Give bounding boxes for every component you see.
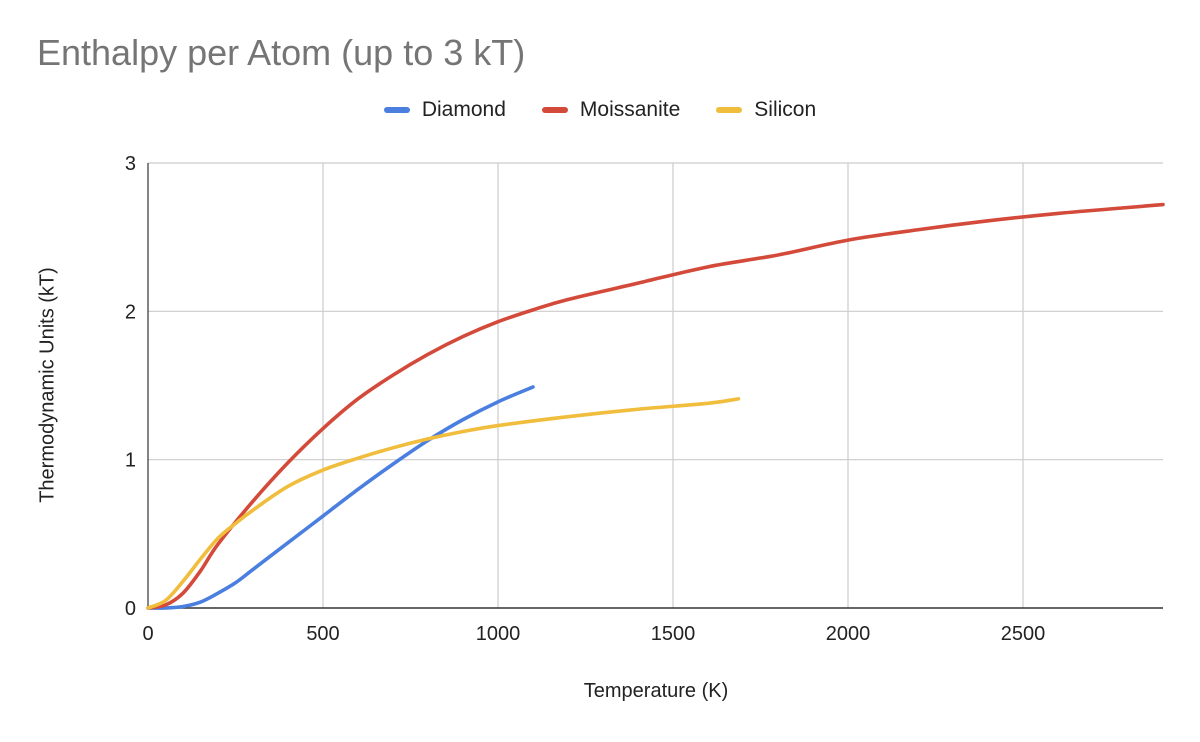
gridlines xyxy=(148,162,1163,608)
y-tick-label: 0 xyxy=(125,598,136,620)
series-lines xyxy=(146,202,1165,610)
legend: Diamond Moissanite Silicon xyxy=(0,98,1200,122)
legend-item-diamond: Diamond xyxy=(383,98,506,122)
y-tick-label: 3 xyxy=(125,153,136,175)
axes xyxy=(147,163,1163,609)
legend-swatch xyxy=(383,107,410,113)
legend-swatch xyxy=(716,107,743,113)
x-axis-label: Temperature (K) xyxy=(583,680,729,702)
legend-item-silicon: Silicon xyxy=(716,98,816,122)
legend-label: Diamond xyxy=(421,98,506,121)
chart-title: Enthalpy per Atom (up to 3 kT) xyxy=(37,32,526,73)
x-tick-label: 2000 xyxy=(826,623,871,645)
x-tick-label: 1500 xyxy=(651,623,696,645)
legend-label: Silicon xyxy=(754,98,817,121)
legend-swatch xyxy=(541,107,568,113)
x-tick-label: 500 xyxy=(306,623,339,645)
tick-labels: 0 1 2 3 0 500 1000 1500 2000 2500 xyxy=(125,153,1045,645)
legend-label: Moissanite xyxy=(579,98,681,121)
x-tick-label: 0 xyxy=(142,623,153,645)
legend-item-moissanite: Moissanite xyxy=(541,98,681,122)
series-line-diamond xyxy=(146,385,535,610)
x-tick-label: 1000 xyxy=(476,623,521,645)
series-line-silicon xyxy=(146,397,741,610)
x-tick-label: 2500 xyxy=(1001,623,1046,645)
y-tick-label: 2 xyxy=(125,301,136,323)
y-tick-label: 1 xyxy=(125,450,136,472)
series-line-moissanite xyxy=(146,202,1165,610)
